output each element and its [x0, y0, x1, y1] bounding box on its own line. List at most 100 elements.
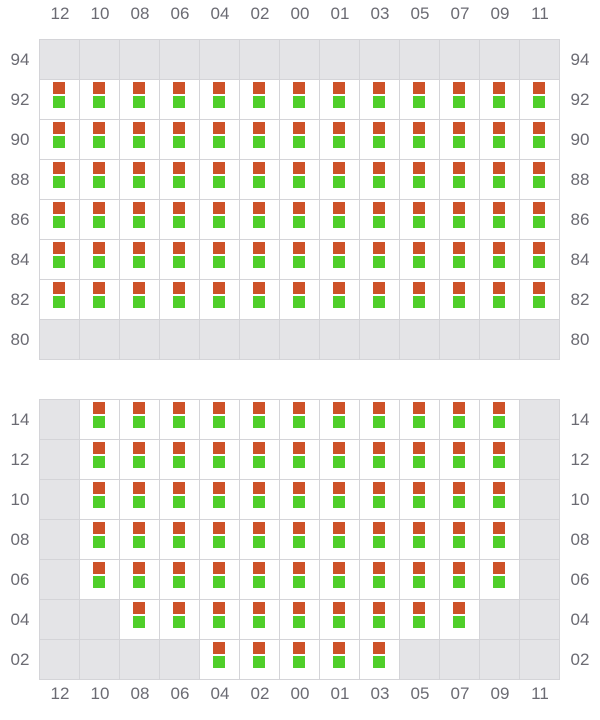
channel-cell[interactable] — [360, 520, 399, 559]
channel-cell[interactable] — [360, 480, 399, 519]
channel-cell[interactable] — [480, 480, 519, 519]
channel-cell[interactable] — [440, 440, 479, 479]
channel-cell[interactable] — [400, 200, 439, 239]
channel-cell[interactable] — [320, 120, 359, 159]
channel-cell[interactable] — [80, 480, 119, 519]
channel-cell[interactable] — [280, 400, 319, 439]
channel-cell[interactable] — [440, 80, 479, 119]
channel-cell[interactable] — [440, 240, 479, 279]
channel-cell[interactable] — [320, 640, 359, 679]
channel-cell[interactable] — [320, 280, 359, 319]
channel-cell[interactable] — [480, 120, 519, 159]
channel-cell[interactable] — [200, 240, 239, 279]
channel-cell[interactable] — [280, 120, 319, 159]
channel-cell[interactable] — [440, 480, 479, 519]
channel-cell[interactable] — [400, 280, 439, 319]
channel-cell[interactable] — [120, 480, 159, 519]
channel-cell[interactable] — [400, 80, 439, 119]
channel-cell[interactable] — [280, 440, 319, 479]
channel-cell[interactable] — [40, 160, 79, 199]
channel-cell[interactable] — [400, 160, 439, 199]
channel-cell[interactable] — [80, 280, 119, 319]
channel-cell[interactable] — [320, 440, 359, 479]
channel-cell[interactable] — [40, 120, 79, 159]
channel-cell[interactable] — [80, 400, 119, 439]
channel-cell[interactable] — [160, 280, 199, 319]
channel-cell[interactable] — [320, 560, 359, 599]
channel-cell[interactable] — [160, 560, 199, 599]
channel-cell[interactable] — [240, 80, 279, 119]
channel-cell[interactable] — [200, 600, 239, 639]
channel-cell[interactable] — [200, 560, 239, 599]
channel-cell[interactable] — [280, 200, 319, 239]
channel-cell[interactable] — [80, 440, 119, 479]
channel-cell[interactable] — [280, 160, 319, 199]
channel-cell[interactable] — [240, 400, 279, 439]
channel-cell[interactable] — [120, 160, 159, 199]
channel-cell[interactable] — [400, 600, 439, 639]
channel-cell[interactable] — [240, 160, 279, 199]
channel-cell[interactable] — [240, 240, 279, 279]
channel-cell[interactable] — [240, 480, 279, 519]
channel-cell[interactable] — [280, 600, 319, 639]
channel-cell[interactable] — [200, 400, 239, 439]
channel-cell[interactable] — [440, 280, 479, 319]
channel-cell[interactable] — [480, 240, 519, 279]
channel-cell[interactable] — [320, 600, 359, 639]
channel-cell[interactable] — [200, 280, 239, 319]
channel-cell[interactable] — [480, 560, 519, 599]
channel-cell[interactable] — [360, 80, 399, 119]
channel-cell[interactable] — [240, 280, 279, 319]
channel-cell[interactable] — [280, 240, 319, 279]
channel-cell[interactable] — [400, 240, 439, 279]
channel-cell[interactable] — [360, 120, 399, 159]
channel-cell[interactable] — [360, 440, 399, 479]
channel-cell[interactable] — [400, 400, 439, 439]
channel-cell[interactable] — [480, 160, 519, 199]
channel-cell[interactable] — [120, 200, 159, 239]
channel-cell[interactable] — [440, 600, 479, 639]
channel-cell[interactable] — [40, 240, 79, 279]
channel-cell[interactable] — [400, 560, 439, 599]
channel-cell[interactable] — [120, 120, 159, 159]
channel-cell[interactable] — [120, 560, 159, 599]
channel-cell[interactable] — [160, 520, 199, 559]
channel-cell[interactable] — [320, 160, 359, 199]
channel-cell[interactable] — [120, 520, 159, 559]
channel-cell[interactable] — [360, 280, 399, 319]
channel-cell[interactable] — [120, 240, 159, 279]
channel-cell[interactable] — [520, 160, 559, 199]
channel-cell[interactable] — [160, 480, 199, 519]
channel-cell[interactable] — [120, 280, 159, 319]
channel-cell[interactable] — [440, 560, 479, 599]
channel-cell[interactable] — [320, 80, 359, 119]
channel-cell[interactable] — [360, 640, 399, 679]
channel-cell[interactable] — [320, 400, 359, 439]
channel-cell[interactable] — [280, 480, 319, 519]
channel-cell[interactable] — [80, 80, 119, 119]
channel-cell[interactable] — [480, 80, 519, 119]
channel-cell[interactable] — [360, 560, 399, 599]
channel-cell[interactable] — [80, 160, 119, 199]
channel-cell[interactable] — [80, 560, 119, 599]
channel-cell[interactable] — [480, 520, 519, 559]
channel-cell[interactable] — [160, 160, 199, 199]
channel-cell[interactable] — [480, 440, 519, 479]
channel-cell[interactable] — [240, 640, 279, 679]
channel-cell[interactable] — [320, 480, 359, 519]
channel-cell[interactable] — [200, 480, 239, 519]
channel-cell[interactable] — [400, 480, 439, 519]
channel-cell[interactable] — [520, 80, 559, 119]
channel-cell[interactable] — [520, 280, 559, 319]
channel-cell[interactable] — [240, 200, 279, 239]
channel-cell[interactable] — [320, 200, 359, 239]
channel-cell[interactable] — [360, 160, 399, 199]
channel-cell[interactable] — [200, 120, 239, 159]
channel-cell[interactable] — [280, 520, 319, 559]
channel-cell[interactable] — [160, 240, 199, 279]
channel-cell[interactable] — [160, 400, 199, 439]
channel-cell[interactable] — [360, 600, 399, 639]
channel-cell[interactable] — [160, 440, 199, 479]
channel-cell[interactable] — [80, 200, 119, 239]
channel-cell[interactable] — [280, 280, 319, 319]
